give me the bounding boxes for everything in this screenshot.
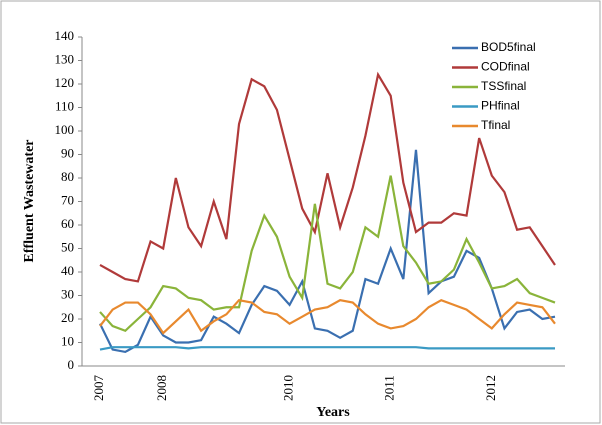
data-line (99, 149, 556, 354)
y-tick-label: 0 (68, 357, 75, 372)
x-tick-label: 2010 (281, 375, 296, 401)
y-tick-label: 40 (61, 263, 74, 278)
x-axis-label: Years (316, 405, 350, 420)
y-tick-label: 20 (61, 310, 74, 325)
y-tick-label: 140 (55, 28, 75, 43)
y-tick-label: 10 (61, 333, 74, 348)
legend-label: PHfinal (481, 99, 520, 113)
y-tick-label: 70 (61, 192, 74, 207)
y-tick-label: 30 (61, 286, 74, 301)
x-tick-label: 2008 (154, 375, 169, 401)
y-tick-label: 120 (55, 75, 75, 90)
legend-label: Tfinal (481, 118, 510, 132)
y-tick-label: 100 (55, 122, 75, 137)
legend-label: BOD5final (481, 40, 536, 54)
y-tick-label: 50 (61, 239, 74, 254)
y-axis-label: Effluent Wastewater (22, 140, 37, 263)
legend-label: CODfinal (481, 60, 530, 74)
legend-label: TSSfinal (481, 79, 526, 93)
x-tick-label: 2007 (91, 375, 106, 402)
y-tick-label: 60 (61, 216, 74, 231)
y-tick-label: 130 (55, 51, 75, 66)
y-tick-label: 110 (55, 98, 74, 113)
data-line (99, 71, 556, 283)
y-tick-label: 90 (61, 145, 74, 160)
y-tick-label: 80 (61, 169, 74, 184)
data-line (99, 298, 556, 335)
x-tick-label: 2012 (483, 375, 498, 401)
x-tick-label: 2011 (382, 375, 397, 401)
data-line (99, 346, 555, 351)
data-line (99, 175, 556, 333)
